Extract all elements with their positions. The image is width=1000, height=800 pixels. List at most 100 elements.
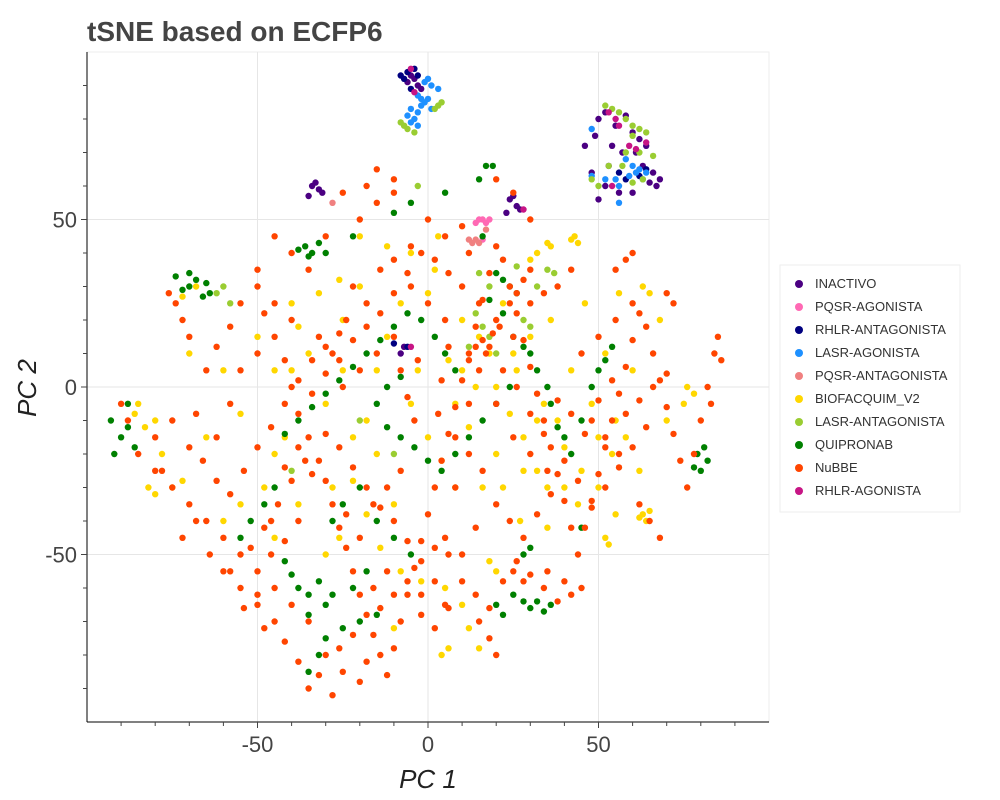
data-point bbox=[493, 316, 500, 324]
data-point bbox=[390, 340, 398, 347]
data-point bbox=[349, 336, 357, 344]
series-pqsr-antagonista bbox=[329, 199, 490, 247]
data-point bbox=[267, 551, 275, 558]
series-biofacquim_v2 bbox=[131, 233, 698, 659]
data-point bbox=[445, 343, 452, 350]
legend-marker bbox=[795, 349, 803, 357]
data-point bbox=[336, 330, 343, 337]
data-point bbox=[131, 444, 138, 451]
data-point bbox=[404, 125, 411, 133]
data-point bbox=[458, 283, 466, 290]
data-point bbox=[172, 273, 179, 280]
data-point bbox=[547, 400, 554, 407]
data-point bbox=[605, 162, 612, 170]
data-point bbox=[404, 112, 411, 119]
data-point bbox=[213, 290, 220, 297]
data-point bbox=[220, 367, 227, 374]
data-point bbox=[588, 400, 595, 407]
data-point bbox=[441, 534, 449, 541]
data-point bbox=[458, 377, 466, 384]
data-point bbox=[475, 300, 483, 307]
data-point bbox=[595, 182, 602, 190]
data-point bbox=[452, 403, 459, 411]
data-point bbox=[158, 467, 166, 474]
data-point bbox=[418, 611, 425, 618]
data-point bbox=[595, 196, 602, 203]
data-point bbox=[544, 568, 551, 575]
data-point bbox=[527, 350, 534, 357]
data-point bbox=[615, 189, 623, 196]
data-point bbox=[547, 601, 554, 608]
data-point bbox=[254, 350, 261, 357]
data-point bbox=[475, 645, 483, 652]
data-point bbox=[349, 434, 357, 441]
data-point bbox=[220, 534, 227, 541]
y-tick-label: 50 bbox=[53, 208, 77, 233]
data-point bbox=[615, 464, 623, 471]
data-point bbox=[493, 601, 500, 608]
data-point bbox=[186, 333, 193, 340]
data-point bbox=[544, 467, 551, 474]
data-point bbox=[356, 484, 363, 491]
data-point bbox=[643, 169, 650, 176]
data-point bbox=[489, 162, 496, 170]
data-point bbox=[544, 266, 551, 273]
chart-title: tSNE based on ECFP6 bbox=[87, 16, 383, 47]
data-point bbox=[414, 72, 421, 79]
data-point bbox=[418, 578, 425, 585]
data-point bbox=[615, 109, 623, 116]
data-point bbox=[295, 517, 302, 525]
series-quipronab bbox=[107, 162, 711, 675]
data-point bbox=[499, 256, 507, 263]
data-point bbox=[329, 517, 336, 525]
data-point bbox=[404, 537, 411, 545]
data-point bbox=[629, 132, 636, 139]
data-point bbox=[373, 400, 380, 407]
data-point bbox=[595, 115, 602, 123]
data-point bbox=[629, 179, 636, 186]
data-point bbox=[431, 256, 438, 263]
data-point bbox=[653, 182, 660, 190]
data-point bbox=[714, 333, 722, 340]
data-point bbox=[547, 316, 554, 324]
data-point bbox=[397, 568, 404, 575]
data-point bbox=[261, 625, 268, 632]
data-point bbox=[377, 336, 384, 344]
legend-item: RHLR-AGONISTA bbox=[795, 483, 921, 498]
data-point bbox=[411, 564, 418, 572]
data-point bbox=[581, 300, 589, 307]
legend-marker bbox=[795, 395, 803, 403]
data-point bbox=[527, 216, 534, 223]
data-point bbox=[213, 434, 220, 441]
data-point bbox=[520, 336, 527, 344]
data-point bbox=[404, 269, 411, 277]
data-point bbox=[595, 470, 602, 478]
data-point bbox=[554, 424, 561, 431]
data-point bbox=[554, 397, 561, 404]
data-point bbox=[574, 501, 582, 508]
data-point bbox=[377, 310, 384, 317]
data-point bbox=[533, 467, 541, 474]
data-point bbox=[588, 176, 595, 183]
legend-label: LASR-ANTAGONISTA bbox=[815, 414, 945, 429]
data-point bbox=[622, 363, 629, 371]
data-point bbox=[663, 417, 670, 424]
data-point bbox=[302, 243, 309, 250]
data-point bbox=[131, 410, 138, 417]
data-point bbox=[684, 484, 691, 491]
data-point bbox=[349, 283, 357, 290]
data-point bbox=[602, 176, 609, 183]
data-point bbox=[629, 300, 636, 307]
data-point bbox=[288, 367, 295, 374]
data-point bbox=[626, 172, 633, 180]
data-point bbox=[595, 333, 602, 340]
data-point bbox=[414, 367, 421, 374]
data-point bbox=[203, 517, 210, 525]
data-point bbox=[670, 430, 677, 438]
data-point bbox=[336, 276, 343, 283]
data-point bbox=[615, 182, 623, 190]
data-point bbox=[363, 484, 370, 491]
legend-marker bbox=[795, 326, 803, 334]
data-point bbox=[397, 367, 404, 374]
data-point bbox=[186, 444, 193, 451]
